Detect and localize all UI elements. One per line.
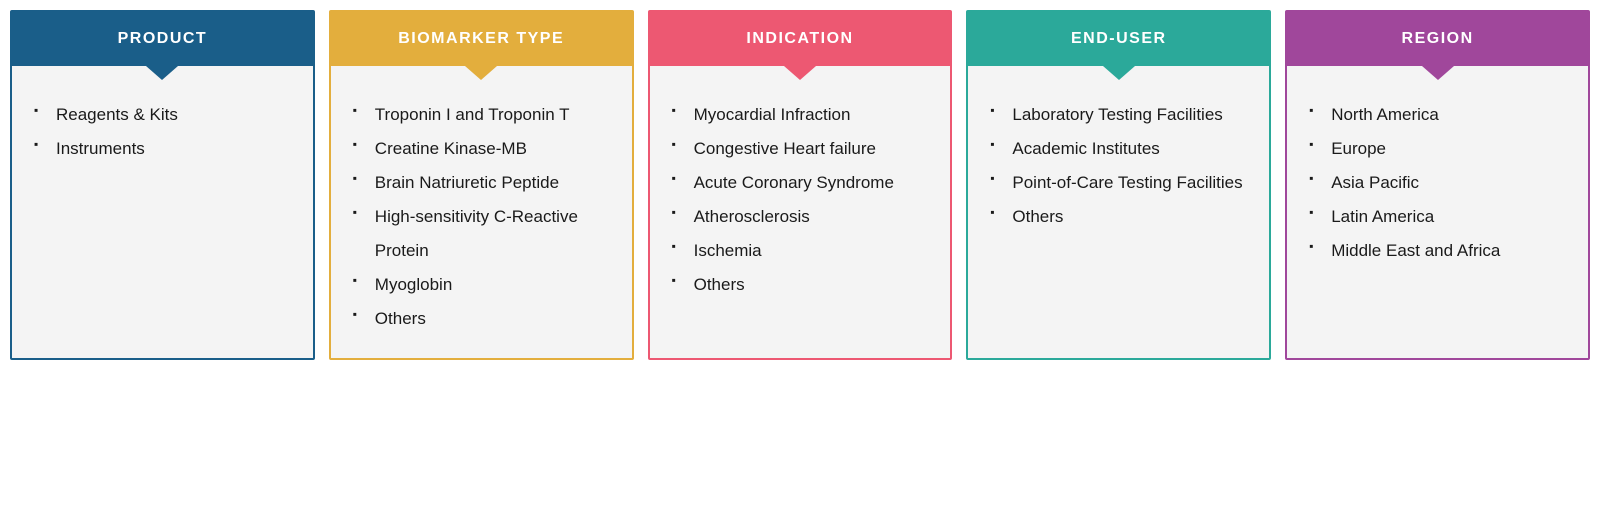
card-body: North AmericaEuropeAsia PacificLatin Ame…	[1287, 66, 1588, 358]
category-card: END-USER Laboratory Testing FacilitiesAca…	[966, 10, 1271, 360]
list-item: Academic Institutes	[990, 132, 1247, 166]
card-body: Laboratory Testing FacilitiesAcademic In…	[968, 66, 1269, 358]
item-list: Laboratory Testing FacilitiesAcademic In…	[990, 98, 1247, 234]
list-item: Myocardial Infraction	[672, 98, 929, 132]
list-item: Asia Pacific	[1309, 166, 1566, 200]
list-item: Others	[672, 268, 929, 302]
list-item: Troponin I and Troponin T	[353, 98, 610, 132]
category-card: BIOMARKER TYPE Troponin I and Troponin TC…	[329, 10, 634, 360]
card-body: Troponin I and Troponin TCreatine Kinase…	[331, 66, 632, 358]
list-item: Instruments	[34, 132, 291, 166]
list-item: High-sensitivity C-Reactive Protein	[353, 200, 610, 268]
item-list: Reagents & KitsInstruments	[34, 98, 291, 166]
list-item: Point-of-Care Testing Facilities	[990, 166, 1247, 200]
list-item: Reagents & Kits	[34, 98, 291, 132]
list-item: Others	[353, 302, 610, 336]
list-item: Others	[990, 200, 1247, 234]
list-item: Acute Coronary Syndrome	[672, 166, 929, 200]
list-item: Brain Natriuretic Peptide	[353, 166, 610, 200]
list-item: Europe	[1309, 132, 1566, 166]
category-card: PRODUCT Reagents & KitsInstruments	[10, 10, 315, 360]
list-item: Creatine Kinase-MB	[353, 132, 610, 166]
item-list: Myocardial InfractionCongestive Heart fa…	[672, 98, 929, 302]
list-item: North America	[1309, 98, 1566, 132]
list-item: Congestive Heart failure	[672, 132, 929, 166]
category-card: REGION North AmericaEuropeAsia PacificLat…	[1285, 10, 1590, 360]
card-header: REGION	[1287, 12, 1588, 66]
card-header: PRODUCT	[12, 12, 313, 66]
list-item: Atherosclerosis	[672, 200, 929, 234]
list-item: Middle East and Africa	[1309, 234, 1566, 268]
card-header: INDICATION	[650, 12, 951, 66]
category-card: INDICATION Myocardial InfractionCongestiv…	[648, 10, 953, 360]
card-body: Myocardial InfractionCongestive Heart fa…	[650, 66, 951, 358]
list-item: Ischemia	[672, 234, 929, 268]
list-item: Laboratory Testing Facilities	[990, 98, 1247, 132]
category-cards-container: PRODUCT Reagents & KitsInstruments BIOMARK…	[10, 10, 1590, 360]
card-body: Reagents & KitsInstruments	[12, 66, 313, 358]
card-header: BIOMARKER TYPE	[331, 12, 632, 66]
list-item: Myoglobin	[353, 268, 610, 302]
item-list: North AmericaEuropeAsia PacificLatin Ame…	[1309, 98, 1566, 268]
list-item: Latin America	[1309, 200, 1566, 234]
card-header: END-USER	[968, 12, 1269, 66]
item-list: Troponin I and Troponin TCreatine Kinase…	[353, 98, 610, 336]
